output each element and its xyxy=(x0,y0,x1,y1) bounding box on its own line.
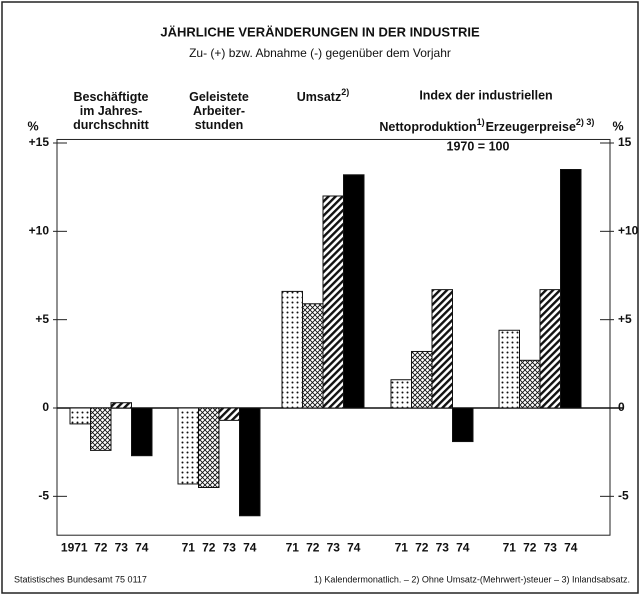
group-header: Beschäftigte xyxy=(73,90,148,104)
chart-subtitle: Zu- (+) bzw. Abnahme (-) gegenüber dem V… xyxy=(189,46,451,60)
chart-title: JÄHRLICHE VERÄNDERUNGEN IN DER INDUSTRIE xyxy=(160,24,480,39)
super-header: Index der industriellen xyxy=(419,88,552,102)
group-header: durchschnitt xyxy=(73,118,150,132)
y2-tick-label: -5 xyxy=(618,489,629,503)
bar xyxy=(452,407,474,443)
y2-axis-label: % xyxy=(612,119,623,133)
x-tick-label: 72 xyxy=(415,540,429,554)
y-tick-label: +5 xyxy=(35,312,49,326)
group-header-line: Geleistete xyxy=(189,90,249,104)
group-header: Erzeugerpreise2) 3) xyxy=(486,117,595,134)
y2-tick-label: +5 xyxy=(618,312,632,326)
x-tick-label: 73 xyxy=(544,540,558,554)
bar xyxy=(239,407,261,517)
group-header-line: Umsatz xyxy=(297,90,341,104)
group-header: Arbeiter- xyxy=(193,104,245,118)
y2-tick-label: 0 xyxy=(618,400,625,414)
group-header: Nettoproduktion1) xyxy=(379,117,484,134)
bar xyxy=(390,379,412,409)
x-tick-label: 73 xyxy=(115,540,129,554)
y-tick-label: 0 xyxy=(42,400,49,414)
x-tick-label: 73 xyxy=(327,540,341,554)
bar xyxy=(198,407,220,488)
bar xyxy=(110,402,132,409)
x-tick-label: 72 xyxy=(94,540,108,554)
bar xyxy=(539,289,561,409)
group-header-line: Beschäftigte xyxy=(73,90,148,104)
bar xyxy=(519,359,541,409)
x-tick-label: 73 xyxy=(436,540,450,554)
bar xyxy=(90,407,112,451)
x-tick-label: 71 xyxy=(503,540,517,554)
x-tick-label: 73 xyxy=(223,540,237,554)
x-tick-label: 71 xyxy=(395,540,409,554)
x-tick-label: 74 xyxy=(564,540,578,554)
bar xyxy=(322,195,344,409)
y-tick-label: -5 xyxy=(38,489,49,503)
bar xyxy=(69,407,91,425)
bar xyxy=(131,407,153,457)
x-tick-label: 1971 xyxy=(61,540,88,554)
x-tick-label: 74 xyxy=(135,540,149,554)
group-header: stunden xyxy=(195,118,244,132)
bar xyxy=(302,303,324,409)
group-header: im Jahres- xyxy=(80,104,143,118)
source: Statistisches Bundesamt 75 0117 xyxy=(14,574,147,584)
x-tick-label: 71 xyxy=(286,540,300,554)
x-tick-label: 74 xyxy=(347,540,361,554)
x-tick-label: 72 xyxy=(306,540,320,554)
group-header-line: durchschnitt xyxy=(73,118,150,132)
bar xyxy=(177,407,199,485)
x-tick-label: 72 xyxy=(202,540,216,554)
y-axis-label: % xyxy=(27,119,38,133)
bar xyxy=(560,169,582,409)
group-header-line: Nettoproduktion xyxy=(379,120,476,134)
bar xyxy=(411,350,433,409)
group-header-line: Arbeiter- xyxy=(193,104,245,118)
plot-frame xyxy=(56,138,611,536)
bar xyxy=(218,407,240,421)
group-header: Umsatz2) xyxy=(297,87,349,104)
bar xyxy=(498,329,520,409)
bar xyxy=(281,290,303,409)
group-note: 2) 3) xyxy=(576,117,595,127)
group-note: 1) xyxy=(477,117,485,127)
x-tick-label: 74 xyxy=(243,540,257,554)
group-note: 2) xyxy=(341,87,349,97)
x-tick-label: 71 xyxy=(182,540,196,554)
x-tick-label: 72 xyxy=(523,540,537,554)
y2-tick-label: 15 xyxy=(618,135,632,149)
y-tick-label: +15 xyxy=(29,135,50,149)
base-note: 1970 = 100 xyxy=(447,139,510,153)
bar xyxy=(343,174,365,409)
x-tick-label: 74 xyxy=(456,540,470,554)
group-header: Geleistete xyxy=(189,90,249,104)
bar xyxy=(431,289,453,409)
y2-tick-label: +10 xyxy=(618,224,639,238)
group-header-line: im Jahres- xyxy=(80,104,143,118)
group-header-line: Erzeugerpreise xyxy=(486,120,576,134)
y-tick-label: +10 xyxy=(29,224,50,238)
footnote: 1) Kalendermonatlich. – 2) Ohne Umsatz-(… xyxy=(314,574,630,584)
group-header-line: stunden xyxy=(195,118,244,132)
